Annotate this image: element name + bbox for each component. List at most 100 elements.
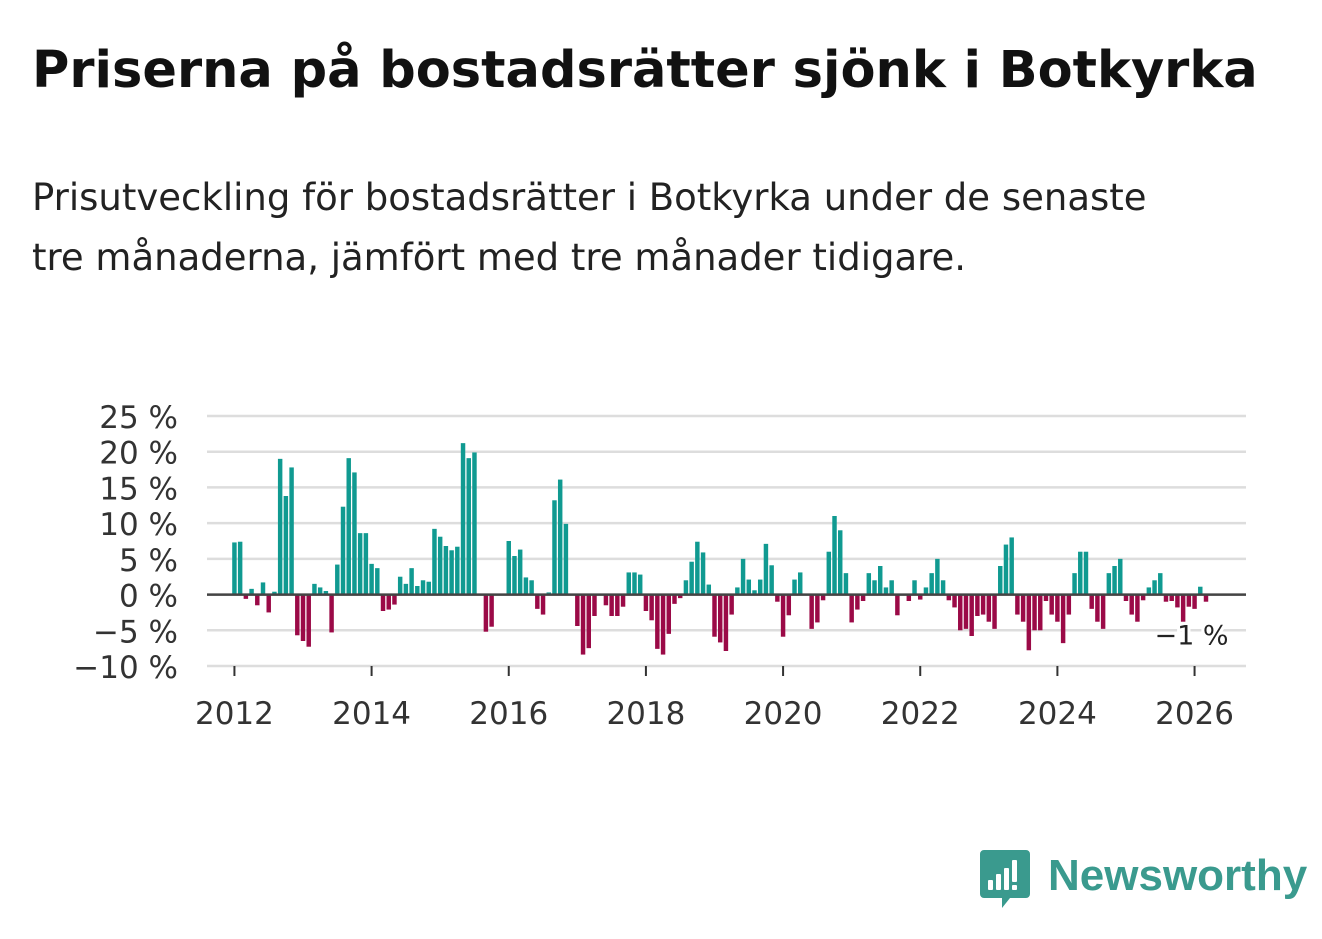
bar (1100, 594, 1106, 629)
bar (426, 581, 431, 595)
bar (323, 591, 329, 595)
bar (712, 594, 717, 637)
bar (460, 443, 466, 595)
bar (992, 594, 997, 629)
x-axis: 2012 2014 2016 2018 2020 2022 2024 2026 (195, 666, 1234, 732)
bar (557, 479, 563, 595)
bar (952, 594, 957, 608)
price-change-bar-chart: 25 %20 %15 %10 %5 %0 %−5 %−10 % 2012 2014… (73, 400, 1246, 732)
annotations: −1 % (1152, 618, 1232, 655)
bar (340, 506, 346, 595)
bar (1003, 544, 1009, 595)
bar (529, 580, 534, 595)
bar (237, 541, 243, 595)
bar (1112, 566, 1117, 595)
bar (637, 574, 643, 595)
bar (363, 533, 369, 595)
bar (1049, 594, 1054, 615)
bar (1203, 594, 1209, 602)
newsworthy-bar-chart-logo-icon (980, 850, 1030, 908)
x-tick-label: 2014 (332, 696, 411, 732)
last-value-label: −1 % (1155, 621, 1229, 652)
bar (603, 594, 609, 606)
bar (815, 594, 820, 623)
y-tick-label: 5 % (119, 543, 178, 579)
y-tick-label: 0 % (119, 579, 178, 615)
bar (609, 594, 614, 616)
bar (672, 594, 677, 604)
bar (300, 594, 306, 641)
bar (677, 594, 683, 599)
bar (706, 584, 712, 595)
bar (1095, 594, 1100, 622)
bar (1152, 580, 1157, 595)
bar (283, 496, 289, 595)
bar (683, 580, 689, 595)
bar (437, 536, 443, 595)
bar (1015, 594, 1020, 615)
bar (906, 594, 912, 601)
bar (232, 542, 237, 595)
bar (1163, 594, 1169, 602)
y-axis-labels: 25 %20 %15 %10 %5 %0 %−5 %−10 % (73, 400, 178, 686)
bar (1175, 594, 1180, 608)
bar (946, 594, 952, 601)
bar (1055, 594, 1060, 622)
bar (580, 594, 586, 655)
bar (1060, 594, 1066, 644)
newsworthy-logo: Newsworthy (980, 848, 1307, 910)
bar (432, 528, 437, 595)
x-tick-label: 2026 (1155, 696, 1234, 732)
bar (786, 594, 792, 616)
bar (752, 590, 757, 595)
bar (449, 550, 454, 595)
bar (260, 582, 266, 595)
bar (1026, 594, 1032, 651)
bar (540, 594, 546, 615)
bar (1089, 594, 1094, 609)
bar (1072, 573, 1077, 595)
bars (232, 443, 1209, 655)
bar (1169, 594, 1174, 601)
bar (335, 564, 340, 595)
bar (1123, 594, 1129, 601)
bar (243, 594, 249, 599)
bar (266, 594, 271, 613)
bar (626, 572, 632, 595)
bar (843, 573, 849, 595)
bar (1066, 594, 1072, 615)
x-tick-label: 2012 (195, 696, 274, 732)
bar (775, 594, 780, 602)
bar (466, 458, 471, 595)
bar (660, 594, 666, 655)
chart-title: Priserna på bostadsrätter sjönk i Botkyr… (32, 41, 1258, 100)
bar (820, 594, 826, 601)
bar (392, 594, 397, 605)
y-tick-label: −5 % (93, 614, 178, 650)
bar (329, 594, 334, 633)
bar (826, 551, 832, 595)
bar (809, 594, 814, 629)
bar (615, 594, 620, 616)
bar (506, 541, 511, 595)
x-tick-label: 2024 (1018, 696, 1097, 732)
bar (792, 579, 797, 595)
bar (535, 594, 540, 609)
bar (517, 549, 523, 595)
y-tick-label: −10 % (73, 650, 178, 686)
bar (563, 523, 569, 595)
bar (929, 573, 934, 595)
bar (889, 580, 894, 595)
bar (443, 546, 449, 595)
bar (592, 594, 597, 616)
bar (695, 541, 700, 595)
bar (632, 572, 637, 595)
bar (249, 588, 254, 595)
bar (277, 458, 283, 595)
bar (963, 594, 969, 629)
bar (838, 530, 843, 595)
bar (1186, 594, 1192, 607)
bar (455, 546, 460, 595)
bar (1158, 573, 1163, 595)
bar (409, 568, 414, 595)
